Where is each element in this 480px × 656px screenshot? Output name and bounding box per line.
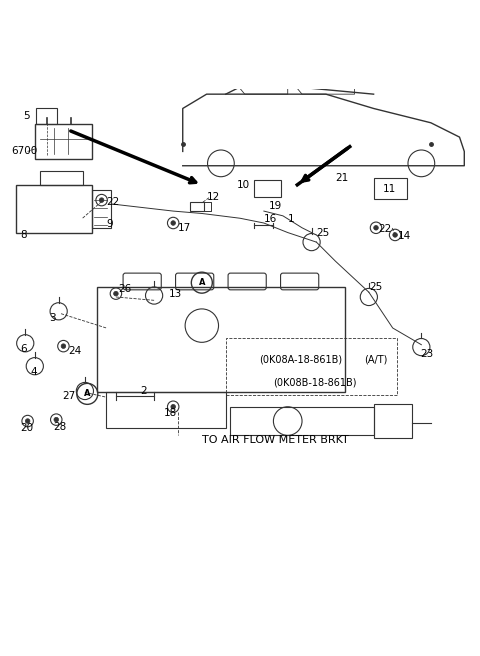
Bar <box>373 178 407 199</box>
Text: 6: 6 <box>21 344 27 354</box>
Text: 21: 21 <box>336 173 348 182</box>
Text: 11: 11 <box>383 184 396 194</box>
Text: 14: 14 <box>397 231 411 241</box>
Text: 1: 1 <box>288 215 294 224</box>
Bar <box>254 180 281 197</box>
Bar <box>226 338 397 395</box>
Bar <box>39 171 83 185</box>
Text: 26: 26 <box>118 284 132 294</box>
Text: (A/T): (A/T) <box>364 354 387 364</box>
Text: 25: 25 <box>316 228 330 237</box>
Bar <box>373 404 412 438</box>
Circle shape <box>25 419 30 423</box>
Text: 18: 18 <box>164 408 177 418</box>
Text: 27: 27 <box>62 391 75 401</box>
Text: 10: 10 <box>237 180 250 190</box>
Text: 19: 19 <box>269 201 282 211</box>
Bar <box>190 201 204 211</box>
Text: 28: 28 <box>53 422 66 432</box>
Text: 20: 20 <box>21 423 34 433</box>
Circle shape <box>54 417 59 422</box>
Circle shape <box>99 198 104 203</box>
Text: A: A <box>199 278 205 287</box>
Text: (0K08A-18-861B): (0K08A-18-861B) <box>259 354 342 364</box>
Text: 2: 2 <box>140 386 146 396</box>
Text: 5: 5 <box>24 111 30 121</box>
Circle shape <box>171 220 176 225</box>
Text: 9: 9 <box>107 219 113 229</box>
Text: TO AIR FLOW METER BRKT: TO AIR FLOW METER BRKT <box>202 435 348 445</box>
Text: 6700: 6700 <box>11 146 37 156</box>
Text: 22: 22 <box>107 197 120 207</box>
Circle shape <box>393 233 397 237</box>
Text: 8: 8 <box>21 230 27 240</box>
Text: 16: 16 <box>264 215 277 224</box>
Circle shape <box>114 291 118 296</box>
Bar <box>16 185 92 233</box>
Text: (0K08B-18-861B): (0K08B-18-861B) <box>274 378 357 388</box>
Bar <box>107 392 226 428</box>
Bar <box>92 190 111 228</box>
Text: 25: 25 <box>369 283 382 293</box>
Text: 13: 13 <box>168 289 181 298</box>
Text: 4: 4 <box>30 367 36 377</box>
Circle shape <box>374 226 378 230</box>
Text: 22: 22 <box>378 224 392 234</box>
Bar <box>230 407 373 436</box>
Text: A: A <box>84 390 91 398</box>
Bar <box>97 287 345 392</box>
Text: 17: 17 <box>178 223 191 233</box>
Circle shape <box>171 405 176 409</box>
Text: 12: 12 <box>206 192 220 202</box>
Bar <box>35 124 92 159</box>
Text: 23: 23 <box>420 349 433 359</box>
Text: 3: 3 <box>49 312 56 323</box>
Text: 24: 24 <box>68 346 82 356</box>
Circle shape <box>61 344 66 348</box>
